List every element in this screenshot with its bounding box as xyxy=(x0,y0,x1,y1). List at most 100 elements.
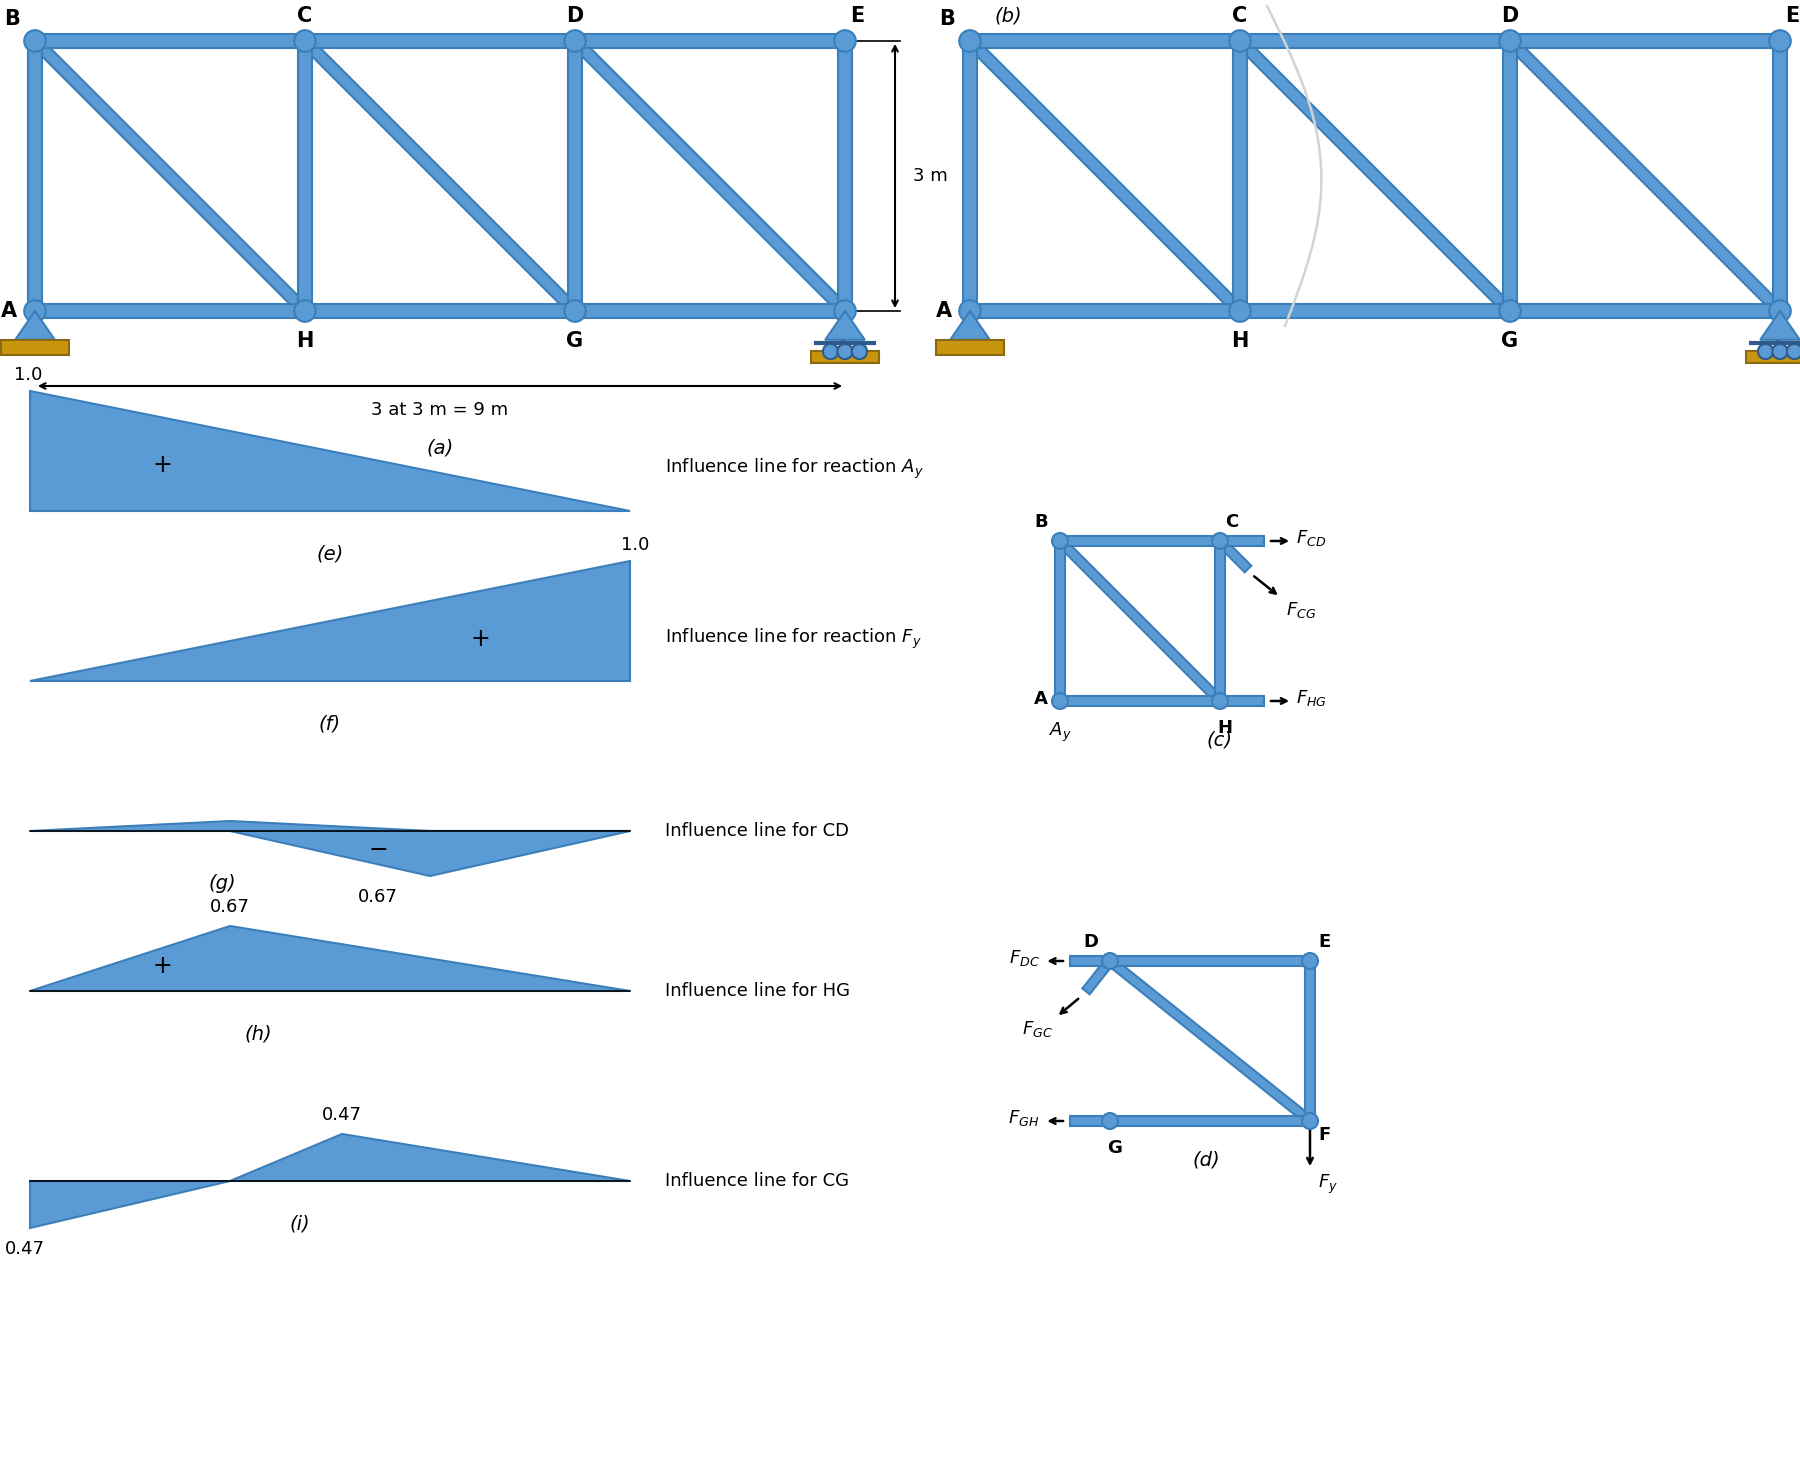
Circle shape xyxy=(1301,953,1318,969)
Text: $F_{CD}$: $F_{CD}$ xyxy=(1296,527,1327,548)
Text: D: D xyxy=(1084,934,1098,951)
Polygon shape xyxy=(1111,955,1310,966)
Polygon shape xyxy=(574,304,844,317)
Circle shape xyxy=(293,300,315,321)
Text: Influence line for reaction $F_y$: Influence line for reaction $F_y$ xyxy=(664,627,922,652)
Circle shape xyxy=(293,31,315,51)
Polygon shape xyxy=(31,926,630,991)
Polygon shape xyxy=(1060,536,1220,546)
Polygon shape xyxy=(230,831,630,877)
Polygon shape xyxy=(1107,957,1312,1125)
Text: Influence line for HG: Influence line for HG xyxy=(664,982,850,999)
Bar xyxy=(0,340,68,355)
Text: $F_{HG}$: $F_{HG}$ xyxy=(1296,688,1327,709)
Text: (a): (a) xyxy=(427,438,454,457)
Text: B: B xyxy=(940,9,956,29)
Circle shape xyxy=(1499,31,1521,51)
Circle shape xyxy=(1787,343,1800,359)
Circle shape xyxy=(823,343,839,359)
Text: B: B xyxy=(1035,513,1048,530)
Polygon shape xyxy=(1111,1116,1310,1126)
Circle shape xyxy=(23,300,45,321)
Polygon shape xyxy=(14,311,54,340)
Polygon shape xyxy=(301,37,580,316)
Polygon shape xyxy=(230,1134,630,1180)
Text: A: A xyxy=(936,301,952,321)
Circle shape xyxy=(833,31,855,51)
Polygon shape xyxy=(1760,311,1800,340)
Text: G: G xyxy=(1501,332,1519,351)
Circle shape xyxy=(1773,343,1787,359)
Circle shape xyxy=(833,300,855,321)
Text: A: A xyxy=(1035,690,1048,709)
Polygon shape xyxy=(839,41,851,311)
Polygon shape xyxy=(1305,961,1316,1121)
Circle shape xyxy=(1229,31,1251,51)
Circle shape xyxy=(563,31,585,51)
Text: 0.67: 0.67 xyxy=(211,899,250,916)
Polygon shape xyxy=(31,821,630,831)
Polygon shape xyxy=(1220,536,1264,546)
Text: +: + xyxy=(470,627,490,652)
Circle shape xyxy=(563,300,585,321)
Polygon shape xyxy=(1507,37,1784,316)
Circle shape xyxy=(1499,300,1521,321)
Text: +: + xyxy=(153,453,171,478)
Circle shape xyxy=(1229,300,1251,321)
Text: E: E xyxy=(850,6,864,26)
Circle shape xyxy=(1211,693,1228,709)
Text: 3 m: 3 m xyxy=(913,167,949,186)
Circle shape xyxy=(1301,1113,1318,1129)
Polygon shape xyxy=(304,304,574,317)
Text: E: E xyxy=(1786,6,1800,26)
Text: E: E xyxy=(1318,934,1330,951)
Polygon shape xyxy=(970,35,1240,48)
Polygon shape xyxy=(1773,41,1787,311)
Polygon shape xyxy=(574,35,844,48)
Text: A: A xyxy=(0,301,16,321)
Text: 1.0: 1.0 xyxy=(621,536,650,554)
Circle shape xyxy=(959,31,981,51)
Text: 0.47: 0.47 xyxy=(322,1106,362,1124)
Text: 0.67: 0.67 xyxy=(358,888,398,906)
Polygon shape xyxy=(34,304,304,317)
Text: 0.47: 0.47 xyxy=(5,1240,45,1258)
Polygon shape xyxy=(824,311,864,340)
Polygon shape xyxy=(29,41,41,311)
Circle shape xyxy=(1102,1113,1118,1129)
Polygon shape xyxy=(299,41,311,311)
Polygon shape xyxy=(1217,538,1251,573)
Text: −: − xyxy=(369,839,387,862)
Polygon shape xyxy=(1240,304,1510,317)
Text: F: F xyxy=(1773,332,1787,351)
Bar xyxy=(936,340,1004,355)
Polygon shape xyxy=(31,392,630,511)
Text: H: H xyxy=(1217,719,1233,736)
Polygon shape xyxy=(1240,35,1510,48)
Text: D: D xyxy=(1501,6,1519,26)
Circle shape xyxy=(23,31,45,51)
Text: 1.0: 1.0 xyxy=(14,367,41,384)
Polygon shape xyxy=(1510,35,1780,48)
Polygon shape xyxy=(1069,1116,1111,1126)
Text: G: G xyxy=(1107,1140,1123,1157)
Text: H: H xyxy=(297,332,313,351)
Polygon shape xyxy=(1082,958,1114,995)
Circle shape xyxy=(1769,300,1791,321)
Text: F: F xyxy=(1318,1126,1330,1144)
Polygon shape xyxy=(970,304,1240,317)
Polygon shape xyxy=(1055,541,1066,701)
Text: G: G xyxy=(567,332,583,351)
Polygon shape xyxy=(1057,538,1224,704)
Text: F: F xyxy=(837,332,851,351)
Polygon shape xyxy=(34,35,304,48)
Polygon shape xyxy=(1069,955,1111,966)
Text: (d): (d) xyxy=(1192,1151,1220,1170)
Polygon shape xyxy=(31,1180,230,1229)
Text: (e): (e) xyxy=(317,543,344,562)
Text: (i): (i) xyxy=(290,1214,310,1233)
Text: Influence line for reaction $A_y$: Influence line for reaction $A_y$ xyxy=(664,457,923,481)
Polygon shape xyxy=(569,41,581,311)
Text: Influence line for CG: Influence line for CG xyxy=(664,1172,850,1191)
Text: +: + xyxy=(153,954,171,979)
